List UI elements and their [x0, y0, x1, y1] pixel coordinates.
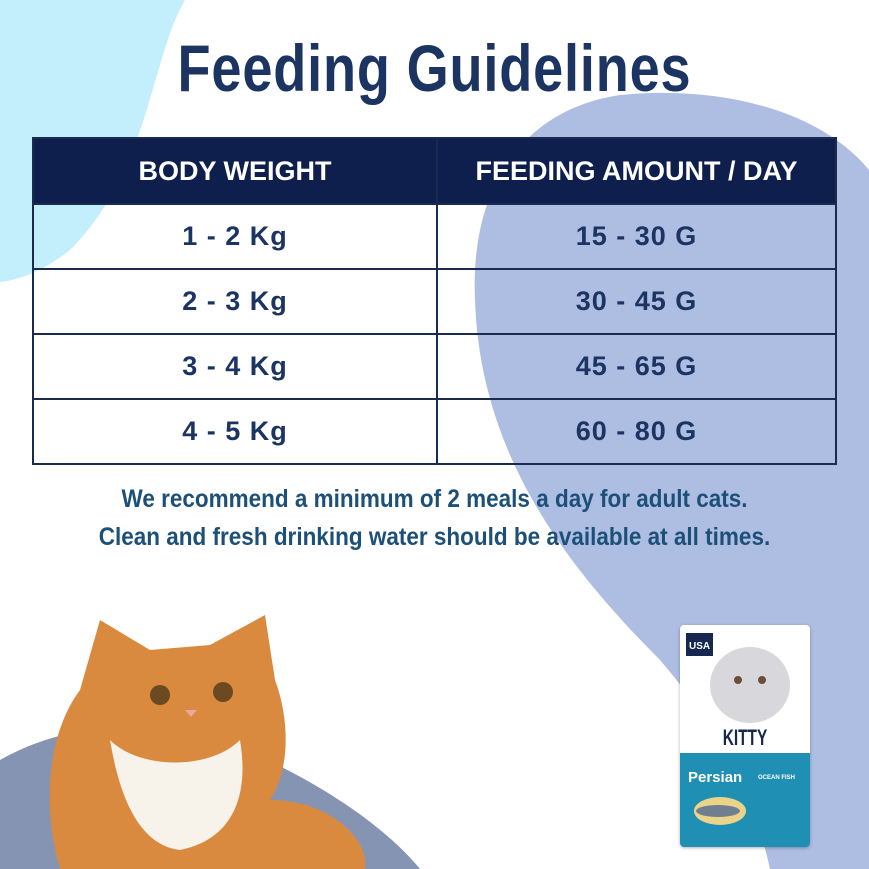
product-bag: USA KITTY YUMS Persian OCEAN FISH	[680, 625, 810, 847]
amount-cell: 15 - 30 G	[436, 203, 837, 270]
table-header: BODY WEIGHT FEEDING AMOUNT / DAY	[32, 137, 837, 205]
usa-badge: USA	[686, 633, 714, 656]
note-water: Clean and fresh drinking water should be…	[98, 523, 771, 551]
amount-cell: 30 - 45 G	[436, 268, 837, 335]
cat-photo	[49, 615, 366, 869]
feeding-table: BODY WEIGHT FEEDING AMOUNT / DAY 1 - 2 K…	[32, 137, 837, 465]
bag-label-panel: Persian OCEAN FISH	[680, 753, 810, 847]
table-row: 3 - 4 Kg 45 - 65 G	[32, 333, 837, 400]
weight-cell: 1 - 2 Kg	[32, 203, 438, 270]
page-title: Feeding Guidelines	[177, 31, 692, 105]
weight-cell: 4 - 5 Kg	[32, 398, 438, 465]
amount-cell: 45 - 65 G	[436, 333, 837, 400]
header-body-weight: BODY WEIGHT	[32, 137, 438, 205]
flavor-name: OCEAN FISH	[758, 775, 796, 781]
persian-cat-image	[710, 647, 790, 723]
variant-name: Persian	[688, 769, 743, 786]
table-row: 2 - 3 Kg 30 - 45 G	[32, 268, 837, 335]
weight-cell: 3 - 4 Kg	[32, 333, 438, 400]
note-meals: We recommend a minimum of 2 meals a day …	[121, 485, 748, 513]
weight-cell: 2 - 3 Kg	[32, 268, 438, 335]
fish-icon	[694, 797, 746, 825]
table-row: 1 - 2 Kg 15 - 30 G	[32, 203, 837, 270]
amount-cell: 60 - 80 G	[436, 398, 837, 465]
header-feeding-amount: FEEDING AMOUNT / DAY	[436, 137, 837, 205]
table-row: 4 - 5 Kg 60 - 80 G	[32, 398, 837, 465]
